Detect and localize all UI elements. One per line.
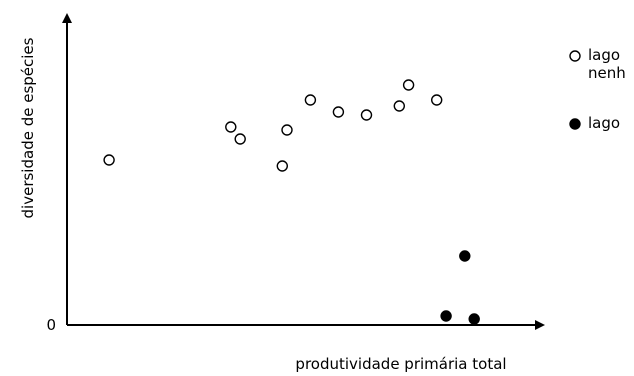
open-point-3 (276, 160, 288, 172)
y-tick-label: 0 (46, 316, 56, 334)
x-axis-label: produtividade primária total (295, 355, 506, 373)
open-point-8 (393, 100, 405, 112)
scatter-points (103, 79, 480, 325)
filled-point-2 (468, 313, 480, 325)
legend-label-filled: lago (588, 114, 620, 132)
open-point-5 (304, 94, 317, 106)
filled-point-0 (440, 310, 452, 322)
open-point-9 (402, 79, 415, 91)
legend: lago nenh lago (569, 46, 626, 132)
open-point-7 (360, 109, 373, 121)
legend-marker-open (569, 50, 581, 62)
open-point-0 (103, 154, 115, 166)
legend-label-open: lago nenh (588, 46, 626, 82)
y-axis-label: diversidade de espécies (19, 37, 37, 218)
open-point-1 (225, 121, 237, 133)
open-point-6 (332, 106, 345, 118)
open-point-4 (281, 124, 293, 136)
open-point-2 (234, 133, 246, 145)
legend-marker-filled (569, 118, 581, 130)
filled-point-1 (459, 250, 471, 262)
open-point-10 (431, 94, 443, 106)
